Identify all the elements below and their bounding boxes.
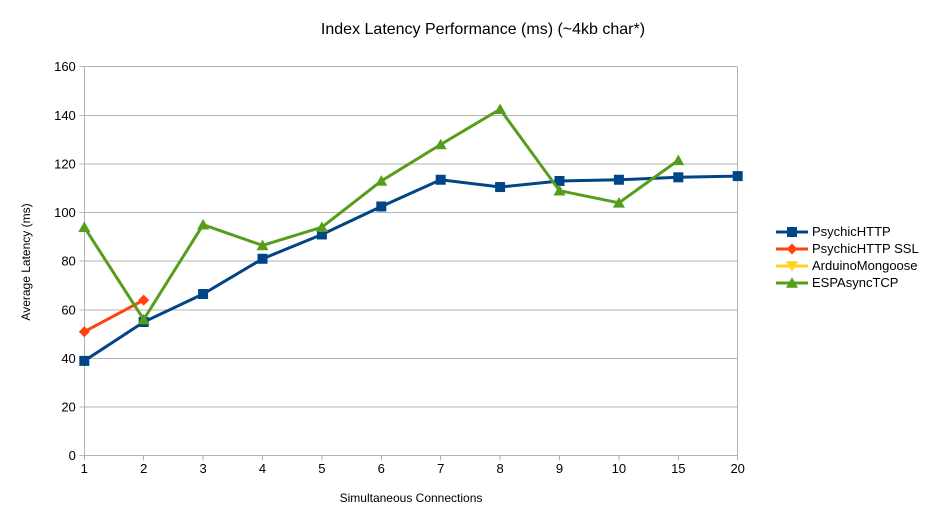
y-tick-label: 160 — [54, 59, 76, 74]
series-line-espasynctcp — [83, 107, 680, 323]
legend-swatch-triangle-down-icon — [776, 260, 808, 272]
data-point-psychichttp — [554, 175, 565, 186]
data-point-psychichttp — [435, 174, 446, 185]
y-tick-label: 60 — [61, 302, 75, 317]
data-point-psychichttp-ssl — [138, 294, 150, 306]
legend-item-arduinomongoose: ArduinoMongoose — [775, 257, 919, 274]
data-point-espasynctcp — [553, 184, 566, 196]
data-point-psychichttp — [316, 229, 327, 240]
legend-label: ESPAsyncTCP — [812, 275, 899, 290]
legend-marker-arduinomongoose — [786, 260, 798, 272]
data-point-espasynctcp — [672, 154, 685, 166]
x-tick-label: 9 — [556, 461, 563, 476]
data-point-psychichttp — [257, 253, 268, 264]
grid-layer — [84, 66, 738, 408]
data-point-espasynctcp — [494, 103, 507, 115]
legend-item-espasynctcp: ESPAsyncTCP — [775, 274, 919, 291]
y-tick-label: 40 — [61, 351, 75, 366]
x-tick-label: 1 — [81, 461, 88, 476]
x-tick-label: 6 — [378, 461, 385, 476]
legend-marker-psychichttp-ssl — [786, 243, 798, 254]
data-point-espasynctcp — [375, 175, 388, 186]
x-tick-label: 8 — [496, 461, 503, 476]
legend-item-psychichttp: PsychicHTTP — [775, 223, 919, 240]
chart-title: Index Latency Performance (ms) (~4kb cha… — [320, 21, 646, 38]
y-tick-label: 20 — [61, 400, 75, 415]
data-point-psychichttp — [495, 182, 506, 193]
y-tick-label: 120 — [54, 156, 76, 171]
tick-label-layer: 0 20 40 60 80 100 120 140 160 1 2 3 4 5 6 7 8 9 10 15 20 — [54, 59, 745, 476]
data-point-espasynctcp — [256, 239, 269, 251]
x-axis-title: Simultaneous Connections — [340, 491, 483, 505]
y-tick-label: 140 — [54, 108, 76, 123]
data-point-espasynctcp — [78, 221, 91, 232]
series-layer — [78, 103, 743, 366]
x-tick-label: 5 — [318, 461, 325, 476]
legend: PsychicHTTP PsychicHTTP SSL ArduinoMongo… — [775, 223, 919, 291]
x-tick-label: 3 — [199, 461, 206, 476]
legend-item-psychichttp-ssl: PsychicHTTP SSL — [775, 240, 919, 257]
legend-label: PsychicHTTP — [812, 224, 891, 239]
series-line-psychichttp — [83, 174, 738, 363]
x-tick-label: 4 — [259, 461, 266, 476]
data-point-psychichttp — [613, 174, 624, 185]
data-point-espasynctcp — [197, 218, 210, 230]
data-point-espasynctcp — [434, 138, 447, 150]
data-point-psychichttp — [79, 355, 90, 366]
x-tick-label: 10 — [612, 461, 626, 476]
x-tick-label: 2 — [140, 461, 147, 476]
legend-swatch-triangle-up-icon — [776, 276, 808, 288]
y-axis-title: Average Latency (ms) — [19, 203, 33, 320]
x-tick-label: 15 — [671, 461, 685, 476]
data-point-psychichttp — [732, 171, 743, 182]
data-point-psychichttp — [198, 289, 209, 300]
data-point-espasynctcp — [137, 313, 150, 325]
x-tick-label: 7 — [437, 461, 444, 476]
legend-label: ArduinoMongoose — [812, 258, 918, 273]
data-point-psychichttp — [673, 172, 684, 183]
data-point-psychichttp — [376, 201, 387, 212]
legend-swatch-square-icon — [776, 226, 808, 237]
data-point-espasynctcp — [315, 221, 328, 232]
data-point-espasynctcp — [612, 197, 625, 208]
legend-swatch-diamond-icon — [776, 243, 808, 254]
y-tick-label: 100 — [54, 205, 76, 220]
legend-label: PsychicHTTP SSL — [812, 241, 919, 256]
legend-marker-psychichttp — [787, 226, 797, 237]
y-tick-label: 0 — [69, 448, 76, 463]
axes-layer — [79, 66, 739, 461]
x-tick-label: 20 — [730, 461, 744, 476]
legend-marker-espasynctcp — [786, 276, 798, 288]
y-tick-label: 80 — [61, 254, 75, 269]
data-point-psychichttp-ssl — [78, 326, 90, 338]
